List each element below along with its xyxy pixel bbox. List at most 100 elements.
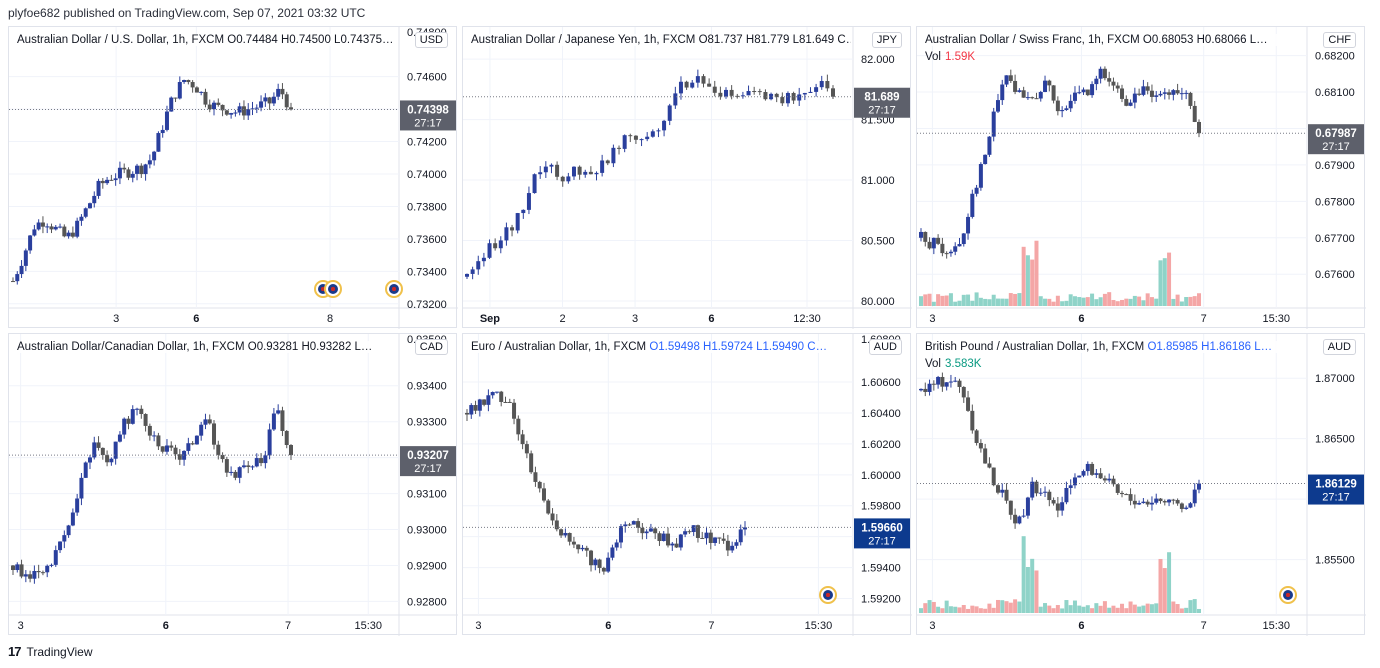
chart-panel-audchf[interactable]: 0.682000.681000.680000.679000.678000.677…	[916, 26, 1366, 329]
candle-body	[481, 257, 486, 262]
volume-bar	[940, 608, 945, 613]
candle-body	[199, 91, 204, 93]
tradingview-brand[interactable]: TradingView	[26, 644, 93, 659]
volume-bar	[1154, 298, 1159, 306]
currency-label[interactable]: JPY	[871, 32, 902, 48]
x-tick-label: 6	[193, 313, 199, 325]
volume-bar	[1090, 293, 1095, 306]
candle-body	[819, 81, 824, 88]
economic-event-flag-icon[interactable]	[819, 586, 837, 604]
economic-event-flag-icon[interactable]	[324, 280, 342, 298]
volume-bar	[927, 600, 932, 613]
candle-body	[661, 533, 666, 541]
volume-bar	[1149, 604, 1154, 613]
volume-bar	[1047, 605, 1052, 613]
volume-bar	[983, 608, 988, 613]
volume-bar	[1098, 605, 1103, 613]
candle-body	[729, 89, 734, 96]
candle-body	[640, 527, 645, 534]
chart-svg-audchf: 0.682000.681000.680000.679000.678000.677…	[917, 27, 1366, 329]
chart-panel-euraud[interactable]: 1.60600 1.60400 1.60200 1.60000 1.59800 1.596…	[462, 333, 912, 636]
candle-body	[79, 216, 84, 221]
y-tick-label: 1.60200	[861, 439, 901, 451]
candle-body	[259, 458, 264, 464]
candle-body	[662, 120, 667, 131]
volume-bar	[948, 606, 953, 613]
volume-bar	[961, 294, 966, 306]
candle-body	[974, 187, 979, 194]
chart-panel-audjpy[interactable]: 82.000 81.500 81.000 80.500 80.000 Sep 2 3 6 12:3…	[462, 26, 912, 329]
candle-body	[644, 531, 649, 534]
candle-body	[1197, 483, 1201, 490]
volume-bar	[1124, 608, 1129, 613]
candle-body	[563, 532, 568, 536]
candle-body	[173, 97, 178, 99]
candle-body	[487, 243, 492, 258]
volume-bar	[923, 294, 928, 306]
currency-label[interactable]: CAD	[414, 339, 448, 355]
candle-body	[1128, 494, 1133, 501]
candle-body	[62, 226, 67, 237]
candle-body	[1171, 499, 1176, 501]
volume-bar	[1034, 570, 1039, 613]
candle-body	[571, 166, 576, 177]
economic-event-flag-icon[interactable]	[385, 280, 403, 298]
chart-panel-gbpaud[interactable]: 1.870001.865001.860001.8550036715:301.86…	[916, 333, 1366, 636]
candle-body	[957, 380, 962, 387]
y-tick-label: 0.74000	[407, 169, 447, 181]
candle-body	[182, 450, 187, 460]
candle-body	[194, 87, 199, 93]
symbol-legend[interactable]: Australian Dollar / Swiss Franc, 1h, FXC…	[925, 34, 1305, 46]
volume-bar	[1017, 601, 1022, 613]
candle-body	[156, 133, 161, 152]
candle-body	[96, 180, 101, 196]
candle-body	[280, 88, 285, 95]
candle-body	[1179, 503, 1184, 509]
symbol-legend[interactable]: British Pound / Australian Dollar, 1h, F…	[925, 341, 1305, 353]
symbol-legend[interactable]: Australian Dollar/Canadian Dollar, 1h, F…	[17, 341, 397, 353]
candle-body	[126, 169, 131, 178]
candle-body	[919, 388, 923, 391]
candle-body	[995, 100, 1000, 112]
candle-body	[289, 445, 293, 456]
symbol-legend[interactable]: Australian Dollar / U.S. Dollar, 1h, FXC…	[17, 34, 397, 46]
candle-body	[512, 402, 517, 419]
volume-bar	[1115, 301, 1120, 306]
candle-body	[1111, 81, 1116, 86]
candle-body	[532, 174, 537, 194]
candle-body	[1034, 98, 1039, 100]
currency-label[interactable]: CHF	[1323, 32, 1356, 48]
candle-body	[62, 535, 67, 542]
candle-body	[622, 135, 627, 149]
candle-body	[212, 102, 217, 110]
chart-panel-audcad[interactable]: 0.934000.933000.932000.931000.930000.929…	[8, 333, 458, 636]
publish-info: plyfoe682 published on TradingView.com, …	[8, 6, 366, 20]
candle-body	[606, 557, 611, 572]
chart-svg-audusd: 0.746000.744000.742000.740000.738000.736…	[9, 27, 458, 329]
volume-bar	[995, 599, 1000, 613]
candle-body	[588, 171, 593, 175]
currency-label[interactable]: AUD	[1322, 339, 1356, 355]
symbol-legend[interactable]: Australian Dollar / Japanese Yen, 1h, FX…	[471, 34, 851, 46]
volume-bar	[1064, 300, 1069, 306]
bar-countdown: 27:17	[1322, 141, 1350, 153]
y-tick-label: 1.59400	[861, 563, 901, 575]
chart-panel-audusd[interactable]: 0.746000.744000.742000.740000.738000.736…	[8, 26, 458, 329]
candle-body	[164, 445, 169, 452]
candle-body	[611, 147, 616, 164]
candle-body	[1060, 110, 1065, 112]
candle-body	[520, 434, 525, 445]
candle-body	[549, 164, 554, 167]
candle-body	[271, 96, 276, 104]
currency-label[interactable]: AUD	[868, 339, 902, 355]
x-tick-label: 6	[163, 620, 169, 632]
currency-label[interactable]: USD	[414, 32, 448, 48]
candle-body	[169, 97, 174, 112]
economic-event-flag-icon[interactable]	[1279, 586, 1297, 604]
candle-body	[948, 251, 953, 254]
bar-countdown: 27:17	[868, 105, 896, 117]
symbol-legend[interactable]: Euro / Australian Dollar, 1h, FXCM O1.59…	[471, 341, 851, 353]
candle-body	[543, 166, 548, 173]
candle-body	[122, 167, 127, 170]
candle-body	[1068, 100, 1073, 109]
